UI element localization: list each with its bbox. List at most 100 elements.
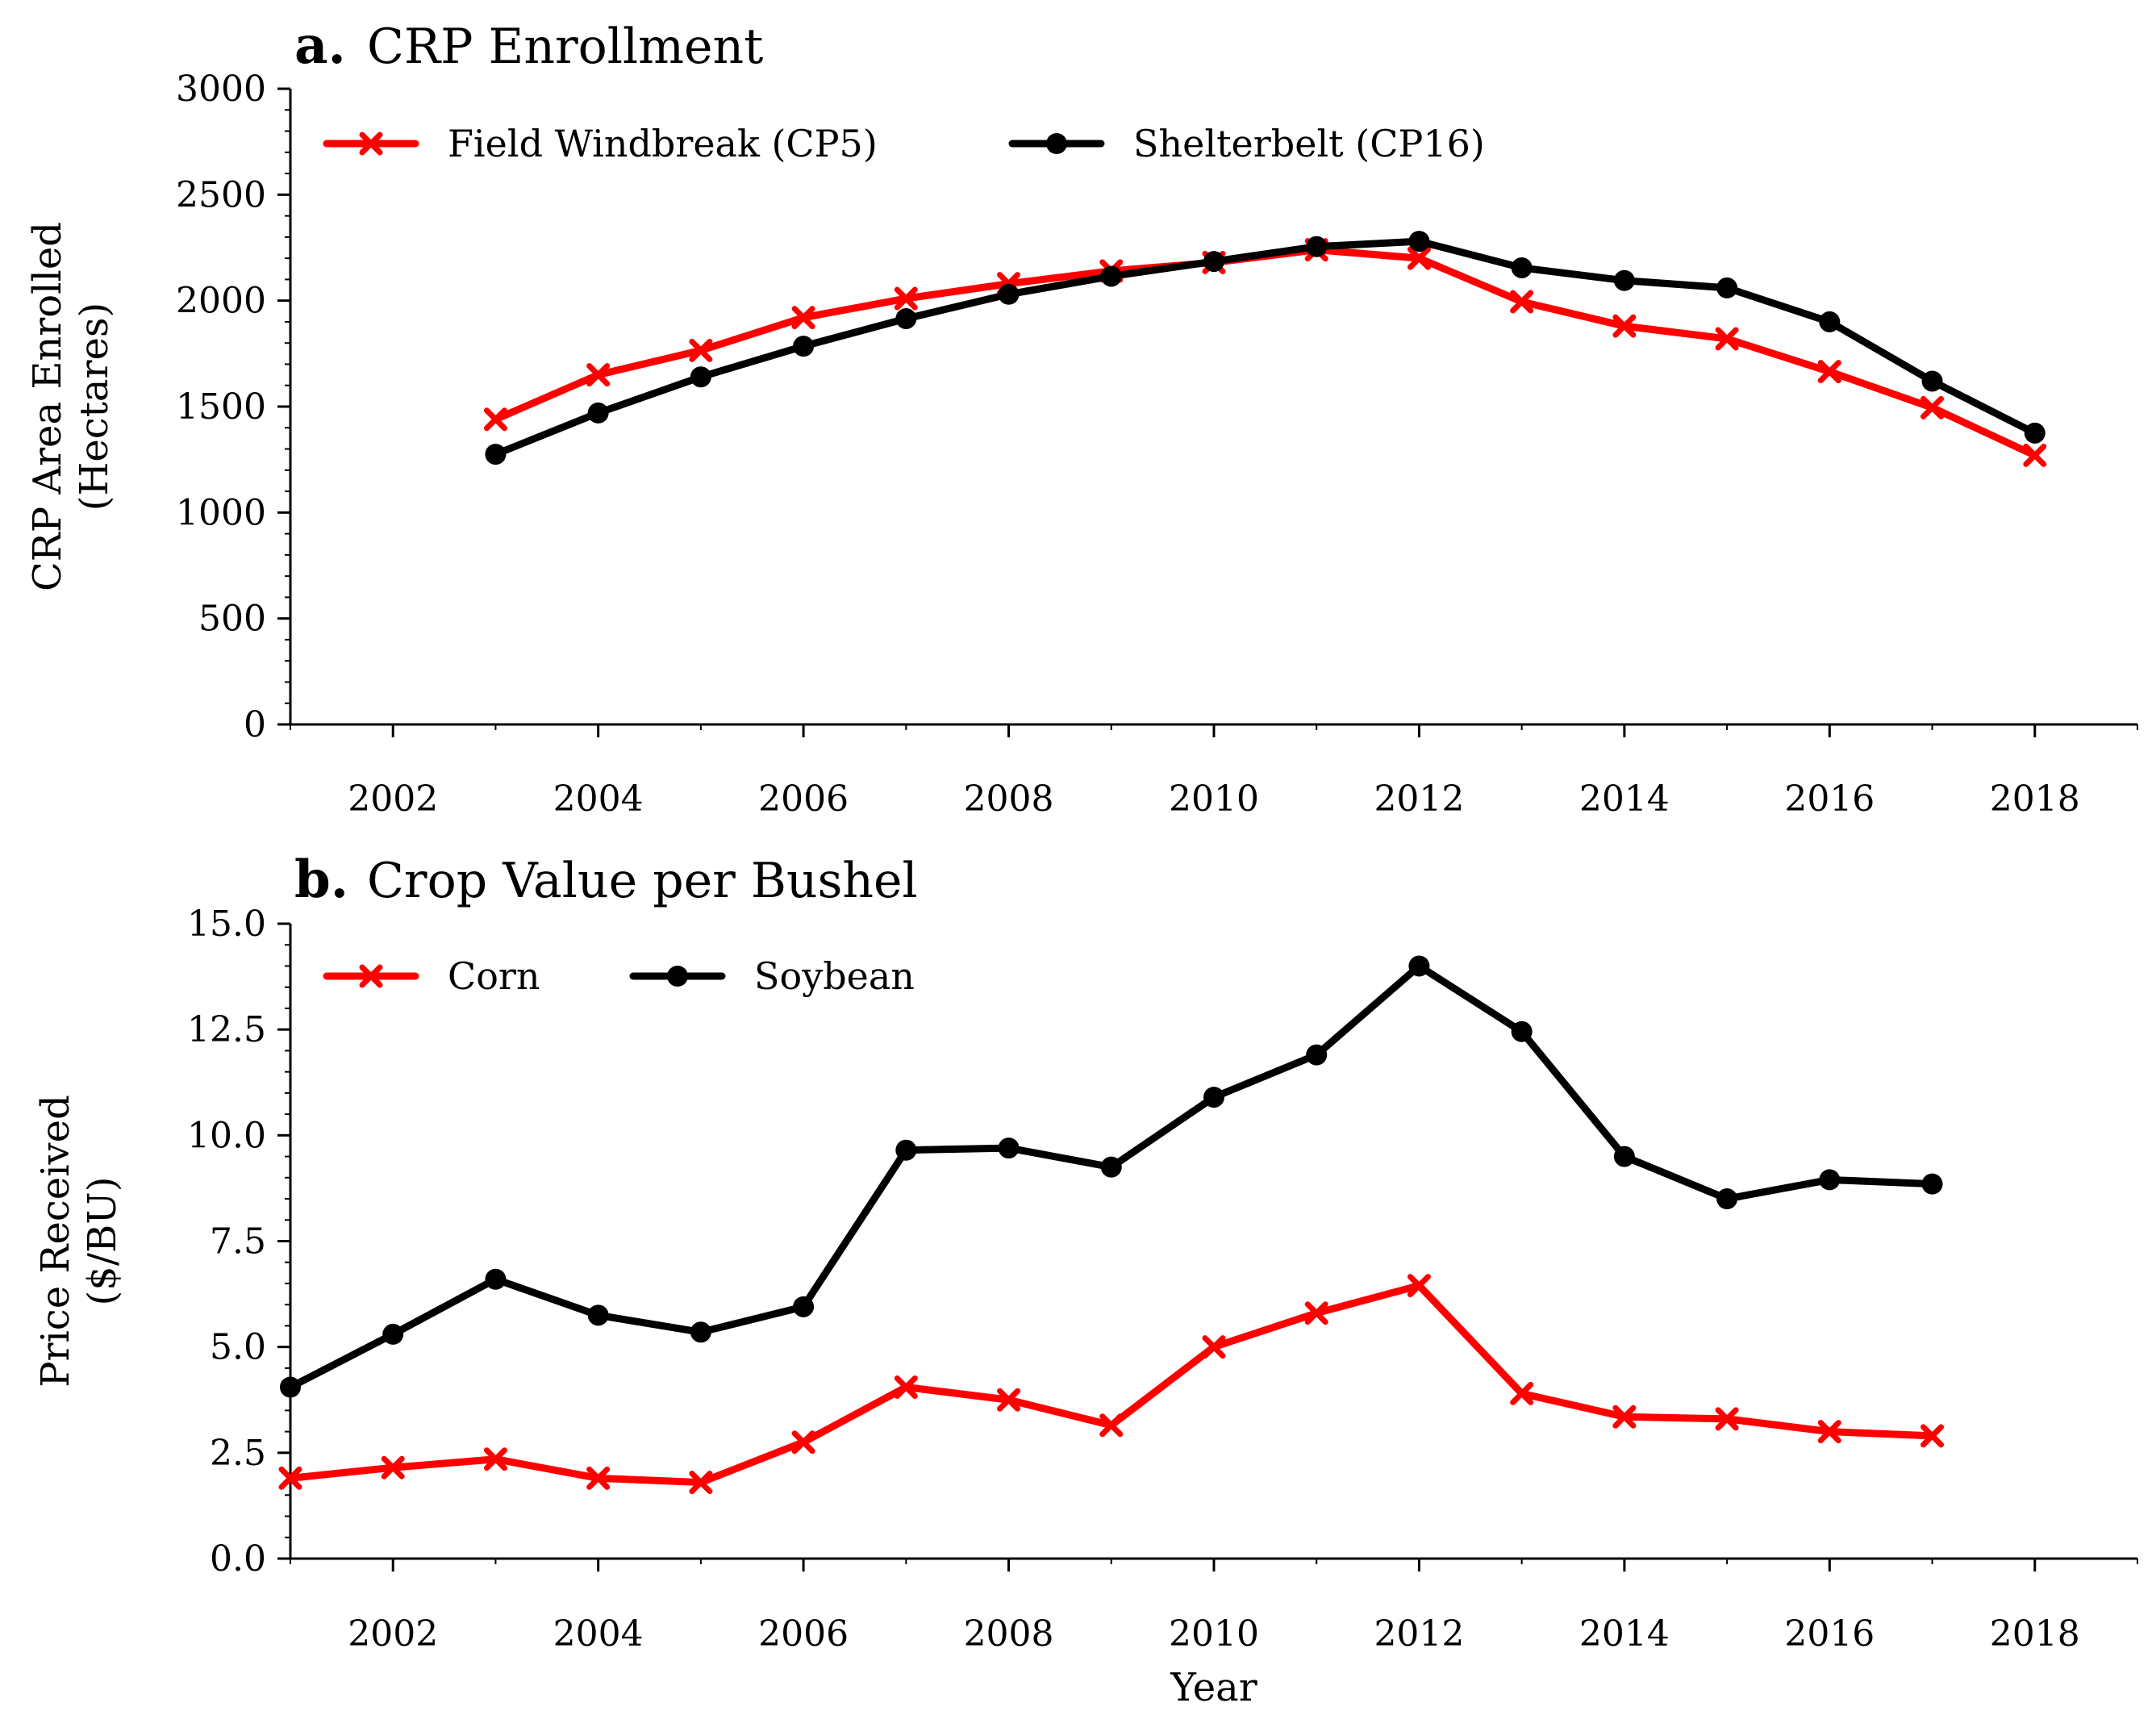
x-tick-label: 2006 (758, 778, 849, 820)
x-tick-label: 2018 (1990, 1613, 2080, 1655)
data-point (1407, 1274, 1431, 1298)
data-point (1511, 257, 1533, 278)
data-point (1920, 395, 1945, 419)
data-point (690, 366, 711, 388)
data-point (1100, 1156, 1122, 1178)
panel-b: 0.0 2.5 5.0 7.5 10.0 12.5 15.0 2002 2004 2006 2008… (33, 849, 2138, 1710)
data-point (1304, 1301, 1328, 1325)
data-point (1612, 314, 1637, 338)
data-point (1921, 370, 1943, 392)
data-point (1202, 1335, 1226, 1359)
data-point (483, 407, 507, 432)
data-point (894, 286, 918, 311)
panel-letter: b. (294, 849, 348, 910)
data-point (1408, 955, 1430, 977)
y-tick-label: 3000 (176, 69, 266, 110)
data-point (998, 1137, 1020, 1159)
data-point (1715, 327, 1739, 351)
data-point (998, 283, 1020, 305)
y-tick-label: 1500 (176, 386, 266, 428)
data-point (382, 1323, 404, 1345)
x-tick-label: 2018 (1990, 778, 2080, 820)
series-line (491, 237, 2039, 458)
data-point (793, 1296, 815, 1317)
y-axis-title: Price Received($/BU) (33, 1095, 125, 1388)
x-tick-label: 2016 (1784, 1613, 1875, 1655)
x-tick-label: 2012 (1374, 778, 1464, 820)
x-tick-label: 2004 (553, 778, 644, 820)
data-point (690, 1321, 711, 1343)
data-point (1510, 290, 1534, 314)
series-line (286, 1282, 1937, 1487)
data-point (587, 1304, 609, 1326)
data-point (2024, 422, 2045, 444)
data-point (1613, 1146, 1635, 1167)
x-tick-label: 2010 (1169, 1613, 1259, 1655)
data-point (1819, 311, 1841, 332)
data-point (793, 336, 815, 357)
y-tick-label: 2500 (176, 174, 266, 215)
x-axis-title: Year (1170, 1665, 1257, 1710)
series-Soybean (280, 955, 1943, 1398)
x-tick-label: 2016 (1784, 778, 1875, 820)
chart-title: CRP Enrollment (367, 19, 763, 75)
x-tick-label: 2004 (553, 1613, 644, 1655)
data-point (1203, 1087, 1224, 1108)
series-Corn (278, 1274, 1945, 1495)
legend-label: Soybean (754, 954, 915, 998)
x-tick-label: 2008 (964, 1613, 1054, 1655)
data-point (586, 363, 611, 387)
series-Field Windbreak (CP5) (483, 238, 2047, 467)
data-point (1203, 251, 1224, 273)
data-point (2023, 443, 2047, 467)
y-tick-label: 500 (198, 599, 266, 640)
data-point (791, 1430, 815, 1455)
data-point (1716, 277, 1738, 298)
x-tick-label: 2002 (348, 1613, 438, 1655)
y-tick-label: 7.5 (210, 1221, 266, 1263)
x-tick-label: 2014 (1579, 1613, 1670, 1655)
x-tick-label: 2014 (1579, 778, 1670, 820)
data-point (1716, 1188, 1738, 1210)
legend-marker (359, 964, 383, 988)
panel-letter: a. (294, 15, 346, 76)
data-point (894, 1375, 918, 1400)
data-point (1510, 1381, 1534, 1405)
legend: Corn Soybean (323, 954, 915, 998)
legend-label: Corn (448, 954, 540, 998)
data-point (1511, 1021, 1533, 1042)
data-point (278, 1466, 302, 1490)
data-point (1920, 1424, 1945, 1448)
data-point (381, 1455, 405, 1480)
legend-label: Field Windbreak (CP5) (448, 122, 878, 165)
chart-title: Crop Value per Bushel (367, 853, 918, 909)
data-point (1408, 231, 1430, 253)
series-line (491, 246, 2039, 459)
panel-a: 0 500 1000 1500 2000 2500 3000 2002 2004 2006 2008… (25, 15, 2138, 820)
data-point (485, 444, 507, 465)
data-point (1306, 236, 1328, 257)
data-point (1715, 1407, 1739, 1431)
data-point (791, 306, 815, 330)
data-point (689, 1471, 713, 1495)
data-point (1306, 1044, 1328, 1066)
data-point (483, 1447, 507, 1471)
series-Shelterbelt (CP16) (485, 231, 2045, 465)
legend-marker (359, 131, 383, 156)
data-point (997, 1388, 1021, 1412)
legend-marker (667, 966, 688, 987)
legend-label: Shelterbelt (CP16) (1133, 122, 1485, 165)
data-point (895, 1139, 917, 1161)
y-tick-label: 1000 (176, 492, 266, 533)
data-point (1613, 269, 1635, 291)
data-point (1407, 246, 1431, 270)
y-tick-label: 12.5 (187, 1009, 266, 1050)
data-point (586, 1466, 611, 1490)
data-point (895, 307, 917, 329)
data-point (587, 402, 609, 424)
data-point (1100, 265, 1122, 287)
data-point (1099, 1413, 1124, 1438)
x-tick-label: 2008 (964, 778, 1054, 820)
y-axis-title: CRP Area Enrolled(Hectares) (25, 222, 117, 591)
